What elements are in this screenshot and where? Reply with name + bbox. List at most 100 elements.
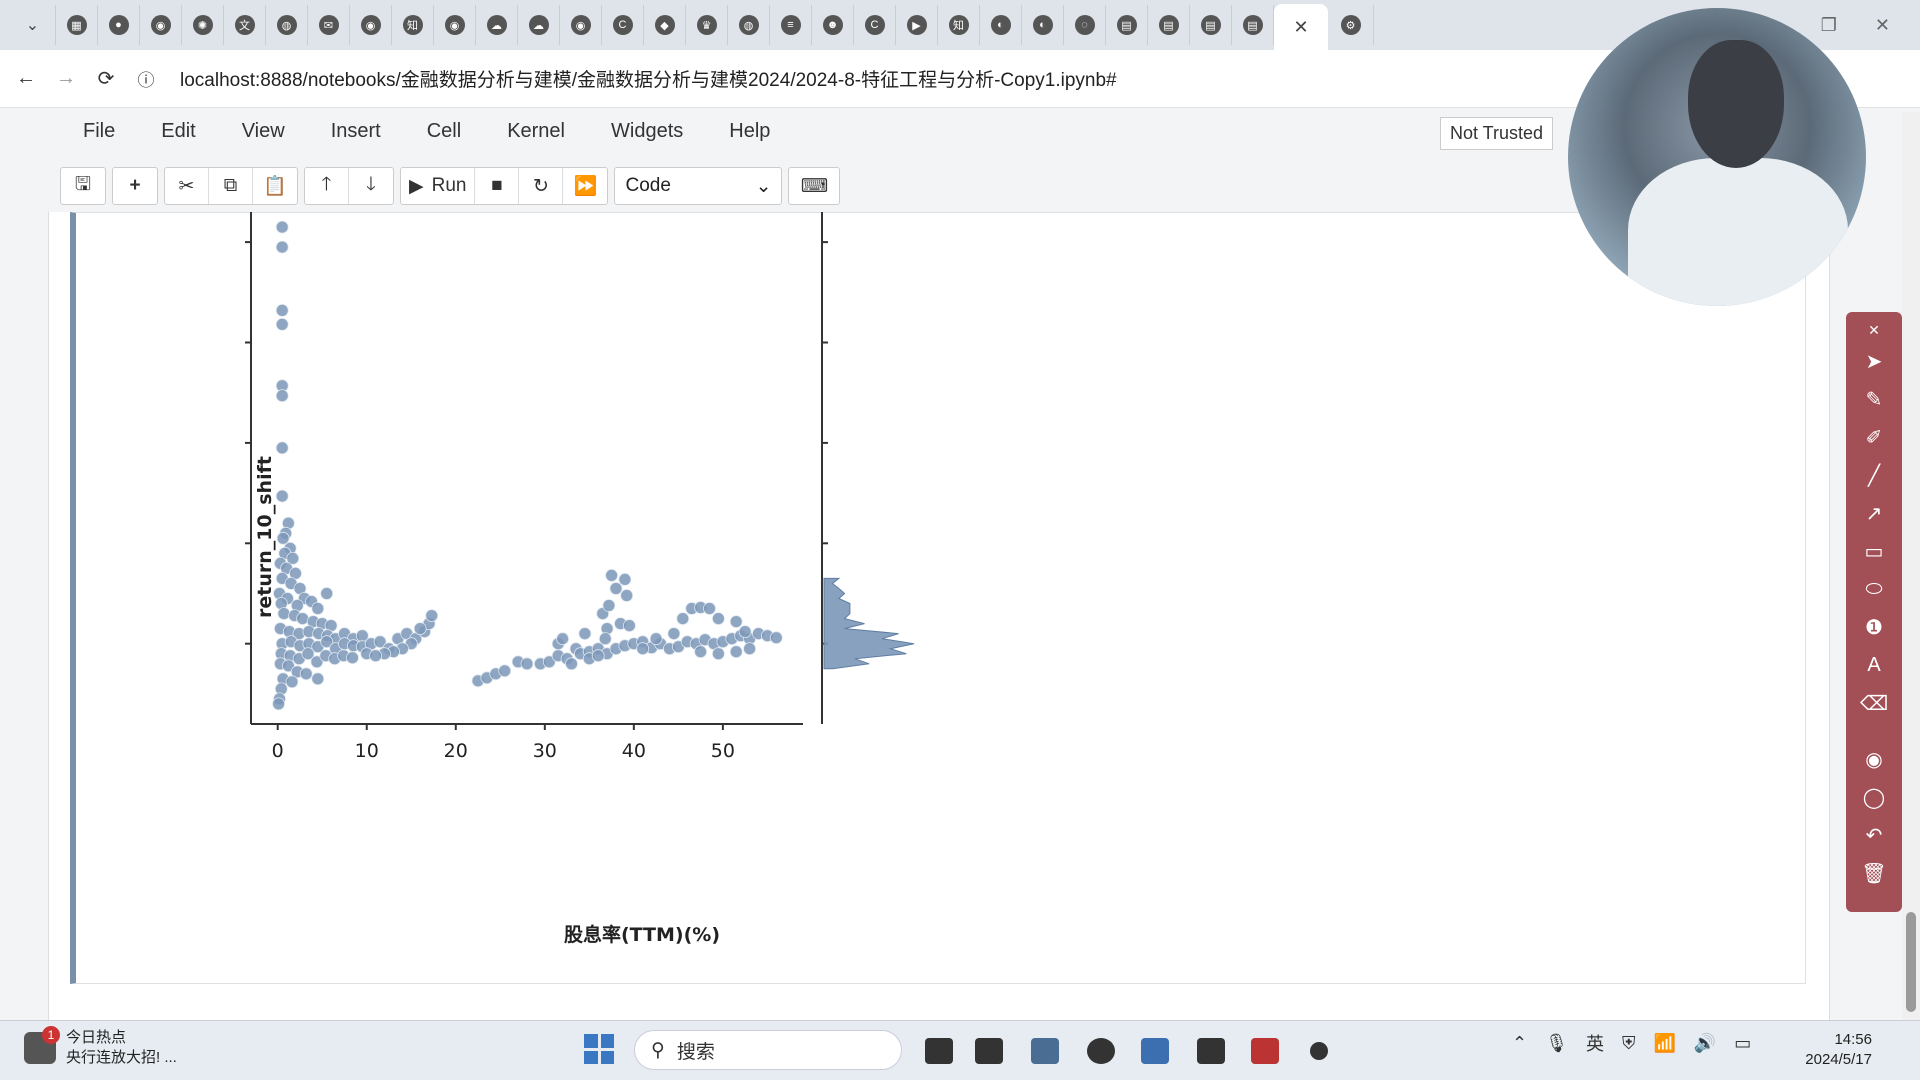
ellipse-icon[interactable]: ⬭ <box>1865 577 1883 600</box>
github-icon[interactable]: ◉ <box>350 5 392 45</box>
crown-icon[interactable]: ♛ <box>686 5 728 45</box>
scrollbar-thumb[interactable] <box>1906 912 1916 1012</box>
rectangle-icon[interactable]: ▭ <box>1864 540 1884 563</box>
book-icon[interactable]: ▤ <box>1148 5 1190 45</box>
github-icon[interactable]: ◉ <box>140 5 182 45</box>
paste-icon[interactable]: 📋 <box>263 176 287 197</box>
close-window-icon[interactable]: ✕ <box>1874 14 1890 35</box>
active-tab[interactable]: ✕ <box>1274 4 1328 50</box>
line-icon[interactable]: ╱ <box>1867 464 1881 487</box>
volume-icon[interactable]: 🔊 <box>1693 1032 1717 1053</box>
tab-jupyter-icon[interactable]: ⚙ <box>1328 5 1374 45</box>
translate-icon[interactable]: 文 <box>224 5 266 45</box>
loading-icon[interactable]: ◌ <box>1064 5 1106 45</box>
run-button[interactable]: ▶ Run <box>401 168 476 204</box>
zhihu-icon[interactable]: 知 <box>392 5 434 45</box>
tab-list-chevron-icon[interactable]: ⌄ <box>10 5 56 45</box>
arrow-icon[interactable]: ↗ <box>1865 502 1883 525</box>
c-icon[interactable]: C <box>602 5 644 45</box>
cut-icon[interactable]: ✂ <box>165 168 209 204</box>
menu-view[interactable]: View <box>241 120 285 142</box>
insert-cell-icon[interactable]: + <box>129 175 141 196</box>
menu-help[interactable]: Help <box>729 120 771 142</box>
trust-status-button[interactable]: Not Trusted <box>1440 117 1554 150</box>
security-icon[interactable]: ⛨ <box>1621 1032 1636 1053</box>
stroke-size-icon[interactable]: ◉ <box>1865 748 1883 771</box>
output-cell[interactable] <box>70 212 1806 984</box>
site-info-icon[interactable]: ⓘ <box>137 71 155 90</box>
reload-icon[interactable]: ⟳ <box>97 68 115 90</box>
trash-icon[interactable]: 🗑 <box>1861 862 1887 885</box>
taskbar-app-explorer-icon[interactable] <box>918 1030 960 1072</box>
wifi-icon[interactable]: 📶 <box>1653 1032 1676 1053</box>
text-icon[interactable]: A <box>1867 653 1881 676</box>
x-tick-label: 40 <box>622 740 646 762</box>
save-icon[interactable]: 🖫 <box>74 174 92 195</box>
color-icon[interactable]: ◯ <box>1862 786 1886 809</box>
cloud-icon[interactable]: ☁ <box>476 5 518 45</box>
zhihu-icon[interactable]: 知 <box>938 5 980 45</box>
close-panel-icon[interactable]: ✕ <box>1868 321 1880 338</box>
c-icon[interactable]: C <box>854 5 896 45</box>
clock[interactable]: 14:56 2024/5/17 <box>1796 1030 1872 1070</box>
book-icon[interactable]: ▤ <box>1106 5 1148 45</box>
menu-widgets[interactable]: Widgets <box>611 120 684 142</box>
globe-icon[interactable]: ◍ <box>728 5 770 45</box>
close-tab-icon[interactable]: ✕ <box>1293 16 1309 37</box>
video-icon[interactable]: ▶ <box>896 5 938 45</box>
stop-icon[interactable]: ■ <box>475 168 520 204</box>
maximize-icon[interactable]: ❐ <box>1820 14 1837 35</box>
bot-icon[interactable]: ☻ <box>812 5 854 45</box>
chatgpt-icon[interactable]: ✺ <box>182 5 224 45</box>
pointer-icon[interactable]: ➤ <box>1865 350 1883 373</box>
keyboard-icon[interactable]: ⌨ <box>800 175 829 197</box>
cloud-icon[interactable]: ☁ <box>518 5 560 45</box>
github-icon[interactable]: ◉ <box>434 5 476 45</box>
taskbar-app-chrome-icon[interactable] <box>1080 1030 1122 1072</box>
book-icon[interactable]: ▤ <box>1232 5 1274 45</box>
restart-icon[interactable]: ↻ <box>519 168 564 204</box>
copy-icon[interactable]: ⧉ <box>209 168 253 204</box>
menu-edit[interactable]: Edit <box>161 120 196 142</box>
taskbar-app-recorder-icon[interactable] <box>1298 1030 1340 1072</box>
forward-icon[interactable]: → <box>56 67 76 89</box>
move-up-icon[interactable]: 🡑 <box>305 168 349 204</box>
back-icon[interactable]: ← <box>16 67 36 89</box>
ime-indicator[interactable]: 英 <box>1585 1034 1604 1054</box>
menu-kernel[interactable]: Kernel <box>507 120 565 142</box>
chat-icon[interactable]: ◆ <box>644 5 686 45</box>
menu-file[interactable]: File <box>83 120 116 142</box>
globe-icon[interactable]: ◍ <box>266 5 308 45</box>
highlighter-icon[interactable]: ✐ <box>1865 426 1883 449</box>
stack-icon[interactable]: ≡ <box>770 5 812 45</box>
record-icon[interactable]: ● <box>98 5 140 45</box>
microphone-icon[interactable]: 🎙 <box>1545 1032 1568 1053</box>
battery-icon[interactable]: ▭ <box>1734 1032 1752 1053</box>
undo-icon[interactable]: ↶ <box>1865 824 1883 847</box>
url-field[interactable]: localhost:8888/notebooks/金融数据分析与建模/金融数据分… <box>180 70 1117 91</box>
fast-forward-icon[interactable]: ⏩ <box>573 176 598 197</box>
taskbar-app-window-icon[interactable] <box>968 1030 1010 1072</box>
move-down-icon[interactable]: 🡓 <box>366 174 376 195</box>
taskbar-search[interactable]: ⚲ 搜索 <box>634 1030 902 1070</box>
number-marker-icon[interactable]: ❶ <box>1865 616 1883 639</box>
start-button[interactable] <box>584 1034 614 1064</box>
mail-icon[interactable]: ✉ <box>308 5 350 45</box>
tray-expand-icon[interactable]: ⌃ <box>1512 1032 1528 1053</box>
cell-type-select[interactable]: Code ⌄ <box>614 167 783 205</box>
book-icon[interactable]: ▤ <box>1190 5 1232 45</box>
github-icon[interactable]: ◉ <box>560 5 602 45</box>
pen-icon[interactable]: ✎ <box>1865 388 1883 411</box>
taskbar-app-terminal-icon[interactable] <box>1190 1030 1232 1072</box>
disk-icon[interactable]: ◐ <box>980 5 1022 45</box>
page-scrollbar[interactable] <box>1902 112 1920 1020</box>
taskbar-app-editor-icon[interactable] <box>1134 1030 1176 1072</box>
news-widget[interactable]: 1 今日热点 央行连放大招! ... <box>24 1026 177 1068</box>
eraser-icon[interactable]: ⌫ <box>1859 692 1889 715</box>
taskbar-app-wps-icon[interactable] <box>1244 1030 1286 1072</box>
menu-insert[interactable]: Insert <box>330 120 381 142</box>
calendar-icon[interactable]: ▦ <box>56 5 98 45</box>
disk-icon[interactable]: ◐ <box>1022 5 1064 45</box>
taskbar-app-files-icon[interactable] <box>1024 1030 1066 1072</box>
menu-cell[interactable]: Cell <box>426 120 462 142</box>
